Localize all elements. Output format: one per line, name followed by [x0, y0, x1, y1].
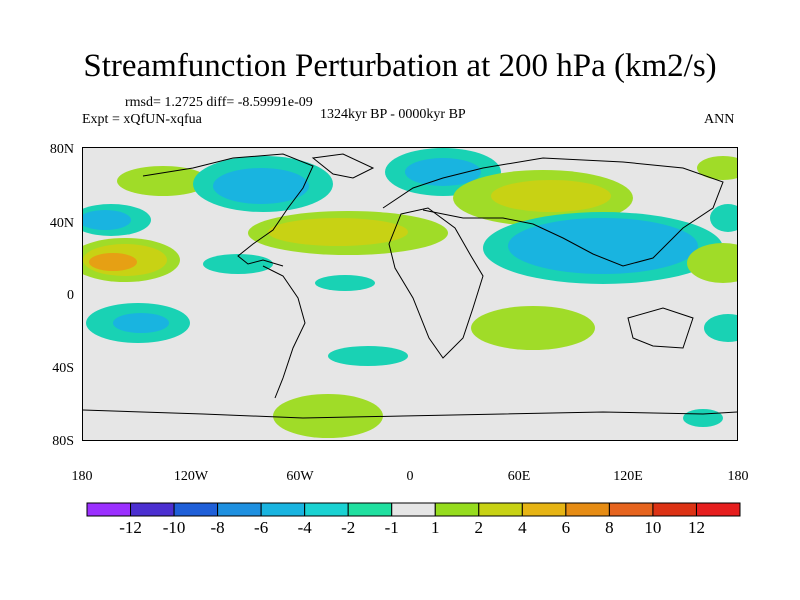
lat-tick-0: 0 [67, 288, 74, 303]
anomaly-cyan-n-america [213, 168, 309, 204]
anomaly-cyan-pacific [79, 210, 131, 230]
coast-africa [388, 207, 484, 359]
colorbar-swatch [608, 502, 654, 517]
anomaly-green-indian [471, 306, 595, 350]
colorbar-swatch [173, 502, 219, 517]
anomaly-cyan-s-pacific [113, 313, 169, 333]
anomaly-green-north-pacific [117, 166, 209, 196]
coast-australia [627, 307, 694, 349]
colorbar-swatch [478, 502, 523, 517]
stats-text: rmsd= 1.2725 diff= -8.59991e-09 [125, 95, 313, 110]
lon-tick-120e: 120E [613, 469, 643, 484]
colorbar-label: 12 [687, 518, 705, 537]
colorbar-label: -10 [162, 518, 186, 537]
coast-north-america [142, 153, 314, 267]
anomaly-yellow-asia [491, 180, 611, 212]
colorbar-label: -4 [297, 518, 312, 537]
lon-tick-0: 0 [406, 469, 414, 484]
colorbar-swatch [391, 502, 436, 517]
colorbar-label: -1 [384, 518, 399, 537]
colorbar-label: 10 [644, 518, 662, 537]
anomaly-cyan-indo-asia [508, 218, 698, 274]
lat-tick-40s: 40S [52, 361, 74, 376]
anomaly-cyan-n-europe [405, 158, 481, 186]
streamfunction-map [70, 148, 759, 440]
colorbar-label: -12 [119, 518, 142, 537]
chart-title: Streamfunction Perturbation at 200 hPa (… [83, 48, 717, 84]
colorbar-label: 1 [431, 518, 440, 537]
anomaly-orange-pacific [89, 253, 137, 271]
colorbar-label: 6 [561, 518, 571, 537]
colorbar-label: 2 [474, 518, 484, 537]
colorbar-swatch [260, 502, 306, 517]
anomaly-green-antarctic [273, 394, 383, 438]
colorbar-swatch [565, 502, 610, 517]
colorbar-label: -2 [341, 518, 356, 537]
colorbar-swatch [86, 502, 132, 517]
lon-tick-120w: 120W [173, 469, 209, 484]
coast-greenland [311, 153, 375, 179]
anomaly-green-arctic-east [697, 156, 749, 180]
anomaly-teal-equatorial-atl [315, 275, 375, 291]
colorbar-swatch [521, 502, 567, 517]
colorbar [86, 502, 741, 517]
lat-tick-80n: 80N [49, 142, 74, 157]
lon-tick-60w: 60W [286, 469, 314, 484]
anomaly-yellow-atlantic [268, 218, 408, 246]
anomaly-teal-s-atlantic [328, 346, 408, 366]
colorbar-swatch [434, 502, 480, 517]
colorbar-label: 8 [605, 518, 614, 537]
coast-antarctica [82, 409, 738, 419]
period-label: 1324kyr BP - 0000kyr BP [320, 107, 466, 122]
lon-tick-180e: 180 [727, 469, 749, 484]
coastlines [82, 153, 738, 419]
coast-south-america [262, 265, 306, 399]
colorbar-label: -8 [210, 518, 225, 537]
anomaly-teal-antarctic-east [683, 409, 723, 427]
colorbar-swatch [652, 502, 697, 517]
lat-tick-40n: 40N [49, 216, 74, 231]
experiment-label: Expt = xQfUN-xqfua [82, 112, 202, 127]
lon-tick-60e: 60E [507, 469, 531, 484]
colorbar-label: -6 [254, 518, 269, 537]
colorbar-swatch [347, 502, 393, 517]
map-frame [70, 147, 759, 441]
lon-tick-180w: 180 [71, 469, 93, 484]
colorbar-swatch [304, 502, 349, 517]
colorbar-label: 4 [518, 518, 527, 537]
colorbar-swatch [695, 502, 741, 517]
season-label: ANN [704, 112, 735, 127]
colorbar-swatch [130, 502, 175, 517]
lat-tick-80s: 80S [52, 434, 74, 449]
anomaly-teal-caribbean [203, 254, 273, 274]
coast-eurasia [382, 157, 724, 267]
colorbar-swatch [217, 502, 262, 517]
